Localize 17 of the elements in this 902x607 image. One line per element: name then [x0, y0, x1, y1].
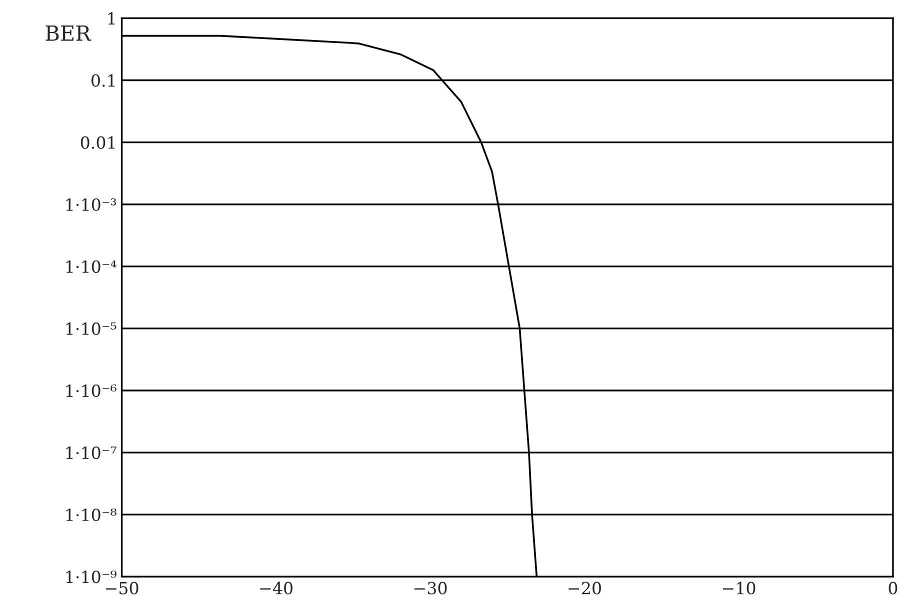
y-tick-label: 0.01 — [80, 136, 115, 149]
y-tick-label: 1 — [108, 12, 115, 25]
y-tick-label: 1·10⁻⁹ — [66, 570, 116, 584]
y-tick-label: 1·10⁻⁴ — [66, 260, 116, 273]
x-tick-label: −50 — [106, 582, 138, 594]
x-tick-label: −40 — [260, 582, 292, 594]
y-axis-title: BER — [46, 26, 92, 41]
x-tick-label: −10 — [722, 582, 756, 594]
y-tick-label: 1·10⁻⁶ — [66, 384, 116, 398]
x-tick-label: −30 — [414, 582, 447, 594]
x-tick-label: 0 — [888, 582, 898, 594]
y-tick-label: 1·10⁻⁸ — [66, 508, 116, 522]
x-tick-label: −20 — [568, 582, 601, 594]
y-tick-label: 1·10⁻⁵ — [66, 322, 116, 336]
y-tick-label: 1·10⁻⁷ — [66, 446, 116, 460]
y-tick-label: 0.1 — [92, 74, 115, 87]
y-tick-label: 1·10⁻³ — [66, 198, 116, 211]
